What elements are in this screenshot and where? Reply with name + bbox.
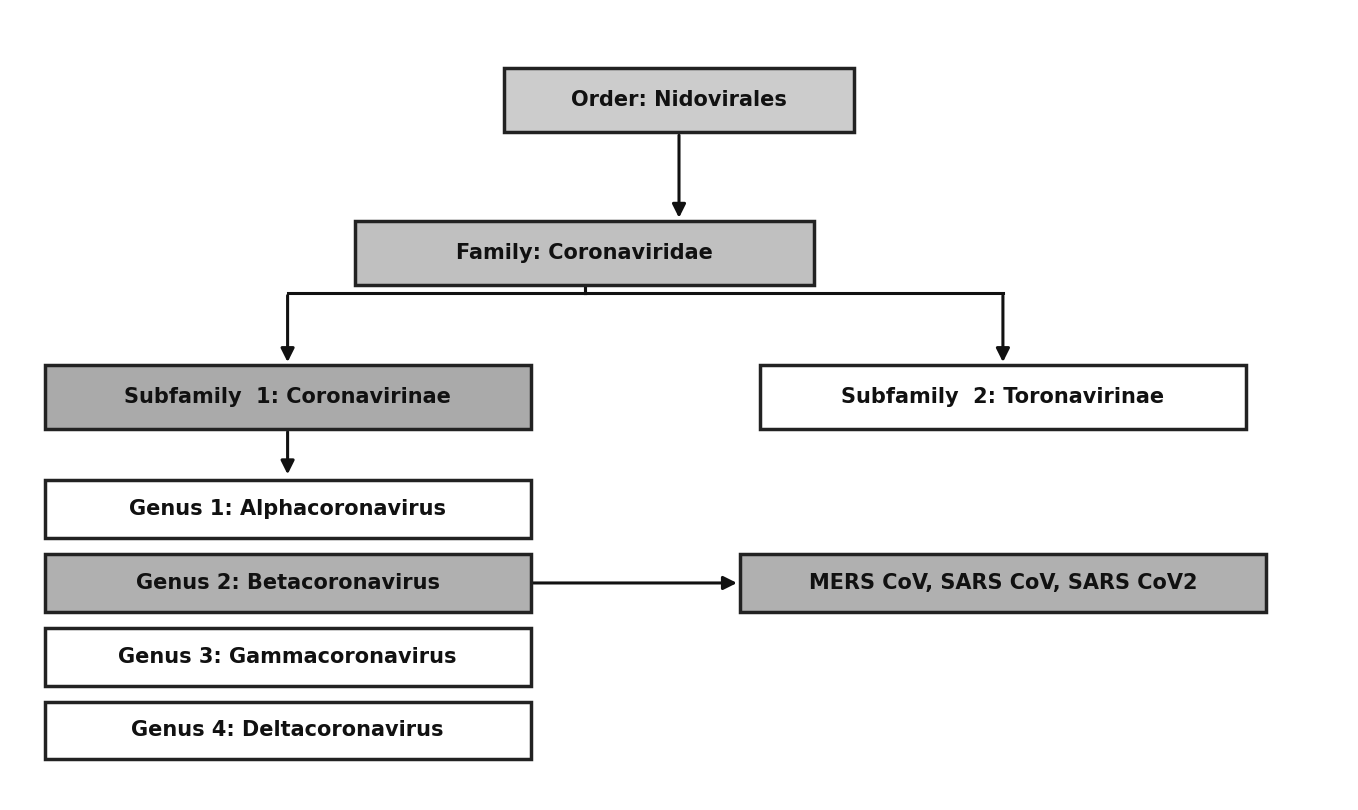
Text: Genus 1: Alphacoronavirus: Genus 1: Alphacoronavirus xyxy=(129,499,445,519)
Text: Order: Nidovirales: Order: Nidovirales xyxy=(572,91,786,110)
Text: Genus 3: Gammacoronavirus: Genus 3: Gammacoronavirus xyxy=(118,646,456,667)
FancyBboxPatch shape xyxy=(45,365,531,429)
FancyBboxPatch shape xyxy=(45,480,531,538)
FancyBboxPatch shape xyxy=(740,554,1266,612)
FancyBboxPatch shape xyxy=(760,365,1245,429)
Text: Genus 4: Deltacoronavirus: Genus 4: Deltacoronavirus xyxy=(132,720,444,740)
Text: Subfamily  2: Toronavirinae: Subfamily 2: Toronavirinae xyxy=(842,387,1164,407)
FancyBboxPatch shape xyxy=(45,628,531,685)
FancyBboxPatch shape xyxy=(45,701,531,759)
FancyBboxPatch shape xyxy=(354,220,813,285)
FancyBboxPatch shape xyxy=(45,554,531,612)
FancyBboxPatch shape xyxy=(504,68,854,132)
Text: Genus 2: Betacoronavirus: Genus 2: Betacoronavirus xyxy=(136,573,440,593)
Text: Subfamily  1: Coronavirinae: Subfamily 1: Coronavirinae xyxy=(124,387,451,407)
Text: Family: Coronaviridae: Family: Coronaviridae xyxy=(456,243,713,262)
Text: MERS CoV, SARS CoV, SARS CoV2: MERS CoV, SARS CoV, SARS CoV2 xyxy=(808,573,1198,593)
